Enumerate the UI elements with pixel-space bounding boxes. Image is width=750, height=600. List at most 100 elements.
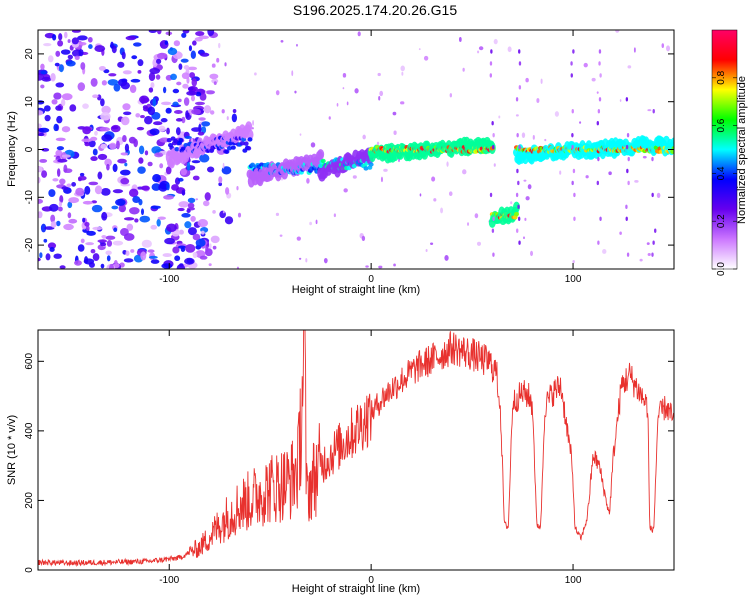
spectrogram-noise-blob bbox=[75, 187, 85, 196]
spectrogram-artifact-blob bbox=[491, 121, 494, 126]
spectrogram-noise-blob bbox=[377, 72, 381, 77]
spectrogram-noise-blob bbox=[41, 170, 48, 178]
spectrogram-noise-blob bbox=[275, 212, 280, 217]
spectrogram-noise-blob bbox=[440, 207, 444, 214]
spectrogram-noise-blob bbox=[148, 87, 154, 93]
spectrogram-artifact-blob bbox=[518, 144, 521, 150]
spectrogram-noise-blob bbox=[94, 45, 106, 53]
spectrogram-artifact-blob bbox=[517, 216, 521, 222]
spectrogram-noise-blob bbox=[183, 97, 190, 106]
spectrogram-noise-blob bbox=[50, 221, 57, 228]
spectrogram-noise-blob bbox=[79, 172, 85, 177]
spectrogram-noise-blob bbox=[181, 32, 187, 38]
spectrogram-noise-blob bbox=[122, 103, 131, 111]
spectrogram-noise-blob bbox=[216, 57, 220, 63]
spectrogram-artifact-blob bbox=[517, 204, 520, 210]
spectrogram-noise-blob bbox=[540, 78, 543, 84]
spectrogram-artifact-blob bbox=[570, 73, 573, 78]
spectrogram-noise-blob bbox=[642, 155, 647, 159]
spectrogram-noise-blob bbox=[122, 134, 127, 143]
spectrogram-noise-blob bbox=[150, 82, 155, 89]
spectrogram-noise-blob bbox=[74, 55, 80, 60]
spectrogram-noise-blob bbox=[362, 134, 366, 140]
spectrogram-noise-blob bbox=[221, 166, 232, 175]
spectrogram-noise-blob bbox=[150, 224, 158, 230]
spectrogram-noise-blob bbox=[41, 147, 50, 152]
spectrogram-noise-blob bbox=[181, 116, 186, 124]
spectrogram-noise-blob bbox=[141, 239, 152, 248]
spectrogram-noise-blob bbox=[159, 163, 164, 169]
spectrogram-noise-blob bbox=[132, 195, 141, 203]
spectrogram-noise-blob bbox=[38, 211, 43, 219]
spectrogram-noise-blob bbox=[109, 263, 114, 269]
spectrogram-noise-blob bbox=[173, 40, 181, 47]
spectrogram-noise-blob bbox=[125, 250, 130, 256]
spectrogram-noise-blob bbox=[323, 257, 328, 264]
spectrogram-noise-blob bbox=[53, 123, 59, 132]
spectrogram-noise-blob bbox=[161, 263, 173, 269]
spectrogram-noise-blob bbox=[254, 72, 257, 76]
spectrogram-noise-blob bbox=[523, 179, 527, 182]
spectrogram-noise-blob bbox=[208, 263, 212, 267]
spectrogram-noise-blob bbox=[64, 31, 68, 39]
spectrogram-noise-blob bbox=[532, 135, 535, 140]
spectrogram-artifact-blob bbox=[570, 61, 573, 66]
spectrogram-noise-blob bbox=[123, 217, 135, 221]
spectrogram-artifact-blob bbox=[627, 156, 630, 162]
spectrogram-noise-blob bbox=[187, 197, 196, 204]
spectrogram-noise-blob bbox=[56, 115, 63, 124]
spectrogram-noise-blob bbox=[122, 70, 132, 75]
spectrogram-noise-blob bbox=[92, 226, 103, 231]
spectrogram-artifact-blob bbox=[490, 49, 493, 54]
spectrogram-xtick-label: -100 bbox=[159, 274, 179, 285]
spectrogram-noise-blob bbox=[448, 191, 453, 197]
spectrogram-noise-blob bbox=[121, 51, 126, 60]
spectrogram-noise-blob bbox=[84, 185, 91, 195]
spectrogram-noise-blob bbox=[109, 142, 117, 150]
spectrogram-noise-blob bbox=[120, 81, 131, 90]
spectrogram-noise-blob bbox=[379, 90, 384, 97]
spectrogram-noise-blob bbox=[467, 222, 469, 226]
spectrogram-noise-blob bbox=[190, 215, 196, 222]
spectrogram-noise-blob bbox=[204, 192, 211, 201]
spectrogram-noise-blob bbox=[98, 66, 106, 71]
spectrogram-artifact-blob bbox=[515, 192, 519, 198]
spectrogram-noise-blob bbox=[187, 202, 195, 209]
spectrogram-noise-blob bbox=[40, 70, 47, 75]
spectrogram-artifact-blob bbox=[573, 216, 576, 222]
spectrogram-noise-blob bbox=[299, 133, 302, 136]
spectrogram-noise-blob bbox=[192, 175, 200, 181]
spectrogram-noise-blob bbox=[140, 114, 145, 119]
spectrogram-noise-blob bbox=[88, 181, 99, 186]
spectrogram-noise-blob bbox=[148, 255, 158, 259]
spectrogram-noise-blob bbox=[123, 258, 134, 263]
spectrogram-noise-blob bbox=[58, 206, 63, 212]
spectrogram-noise-blob bbox=[378, 95, 381, 101]
snr-frame bbox=[37, 329, 675, 571]
spectrogram-noise-blob bbox=[178, 229, 184, 235]
spectrogram-artifact-blob bbox=[516, 228, 519, 233]
spectrogram-noise-blob bbox=[82, 200, 93, 205]
snr-series-line bbox=[38, 330, 674, 568]
spectrogram-artifact-blob bbox=[625, 144, 629, 150]
spectrogram-noise-blob bbox=[90, 249, 96, 254]
spectrogram-noise-blob bbox=[195, 31, 205, 37]
spectrogram-noise-blob bbox=[328, 116, 331, 120]
spectrogram-noise-blob bbox=[82, 103, 89, 109]
spectrogram-noise-blob bbox=[222, 210, 225, 214]
spectrogram-noise-blob bbox=[150, 205, 161, 209]
spectrogram-noise-blob bbox=[198, 35, 210, 40]
spectrogram-noise-blob bbox=[165, 107, 172, 114]
spectrogram-noise-blob bbox=[105, 235, 116, 240]
spectrogram-noise-blob bbox=[342, 73, 347, 78]
spectrogram-noise-blob bbox=[150, 259, 160, 264]
spectrogram-noise-blob bbox=[38, 123, 42, 129]
spectrogram-track-blob bbox=[166, 137, 172, 143]
spectrogram-noise-blob bbox=[222, 162, 225, 169]
spectrogram-noise-blob bbox=[336, 102, 339, 107]
spectrogram-noise-blob bbox=[190, 50, 196, 60]
spectrogram-noise-blob bbox=[231, 113, 238, 123]
spectrogram-noise-blob bbox=[137, 166, 146, 174]
spectrogram-noise-blob bbox=[181, 213, 191, 218]
spectrogram-noise-blob bbox=[206, 166, 215, 173]
